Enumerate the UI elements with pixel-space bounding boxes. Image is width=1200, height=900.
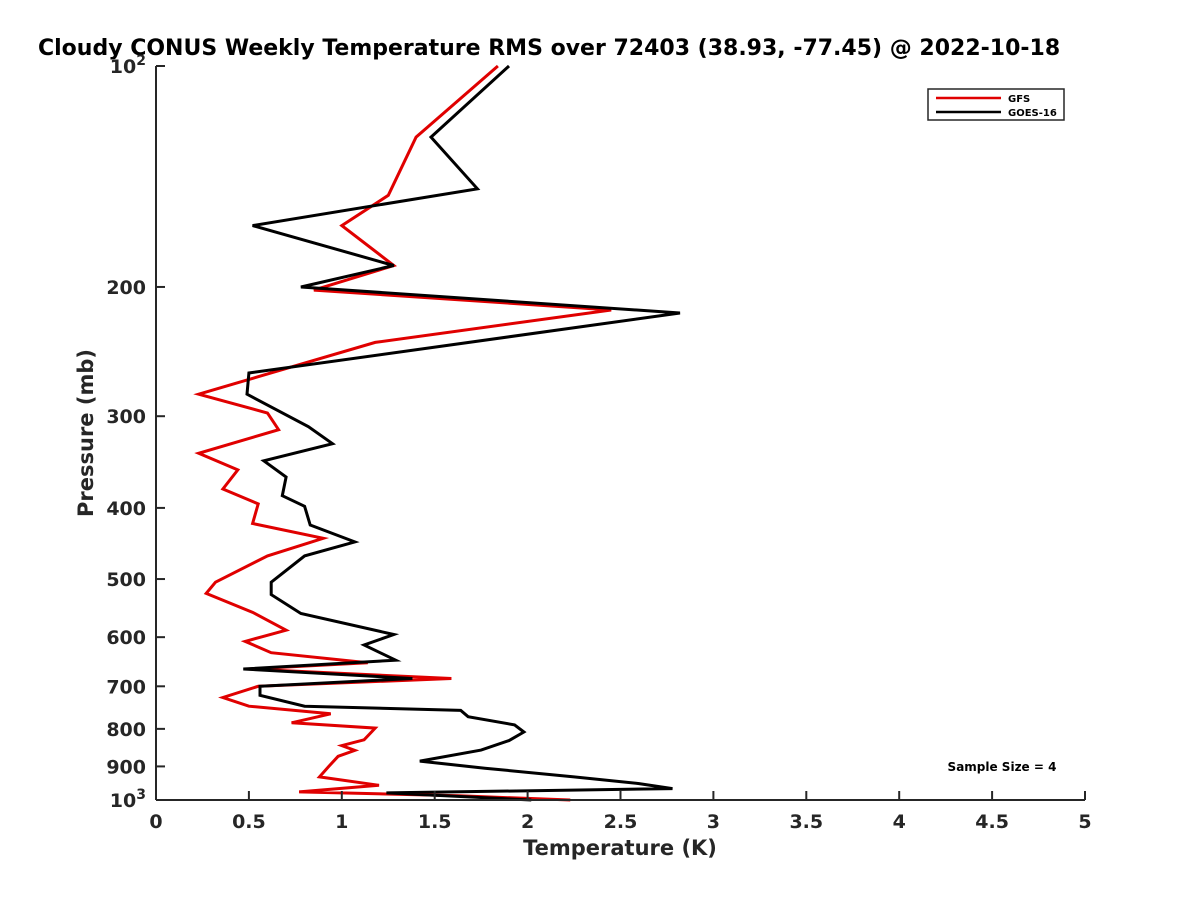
x-tick-label: 1 — [335, 811, 348, 833]
x-tick-label: 3 — [707, 811, 720, 833]
series-line-gfs — [193, 64, 612, 802]
legend-label-goes-16: GOES-16 — [1008, 108, 1057, 119]
y-tick-label: 600 — [106, 627, 146, 649]
y-tick-label: 500 — [106, 569, 146, 591]
x-tick-label: 5 — [1078, 811, 1091, 833]
x-tick-label: 2 — [521, 811, 534, 833]
y-axis-ticks: 102 200 300 400 500 600 700 800 900 103 — [106, 53, 165, 812]
legend-box — [927, 88, 1065, 121]
y-tick-label: 700 — [106, 676, 146, 698]
sample-size-annotation: Sample Size = 4 — [948, 760, 1057, 774]
chart-title: Cloudy CONUS Weekly Temperature RMS over… — [38, 36, 1060, 61]
x-tick-label: 3.5 — [789, 811, 823, 833]
y-tick-label: 900 — [106, 756, 146, 778]
x-tick-label: 0 — [149, 811, 162, 833]
series-line-goes-16 — [243, 64, 681, 802]
legend-items: GFS GOES-16 — [936, 94, 1057, 119]
y-tick-label: 800 — [106, 719, 146, 741]
x-axis-ticks: 0 0.5 1 1.5 2 2.5 3 3.5 4 4.5 5 — [149, 791, 1092, 833]
y-tick-label: 300 — [106, 406, 146, 428]
y-tick-label: 103 — [110, 787, 146, 812]
x-tick-label: 0.5 — [232, 811, 266, 833]
legend-label-gfs: GFS — [1008, 94, 1030, 105]
y-tick-label: 400 — [106, 498, 146, 520]
y-tick-label: 200 — [106, 277, 146, 299]
y-axis-label: Pressure (mb) — [74, 349, 98, 517]
x-axis-label: Temperature (K) — [523, 836, 717, 860]
y-tick-label: 102 — [110, 53, 146, 78]
x-tick-label: 4 — [893, 811, 906, 833]
plot-area: 0 0.5 1 1.5 2 2.5 3 3.5 4 4.5 5 102 200 300 400 500 600… — [106, 53, 1091, 833]
series-layer — [193, 64, 681, 802]
x-tick-label: 1.5 — [418, 811, 452, 833]
legend: GFS GOES-16 — [927, 88, 1065, 121]
x-tick-label: 2.5 — [604, 811, 638, 833]
x-tick-label: 4.5 — [975, 811, 1009, 833]
